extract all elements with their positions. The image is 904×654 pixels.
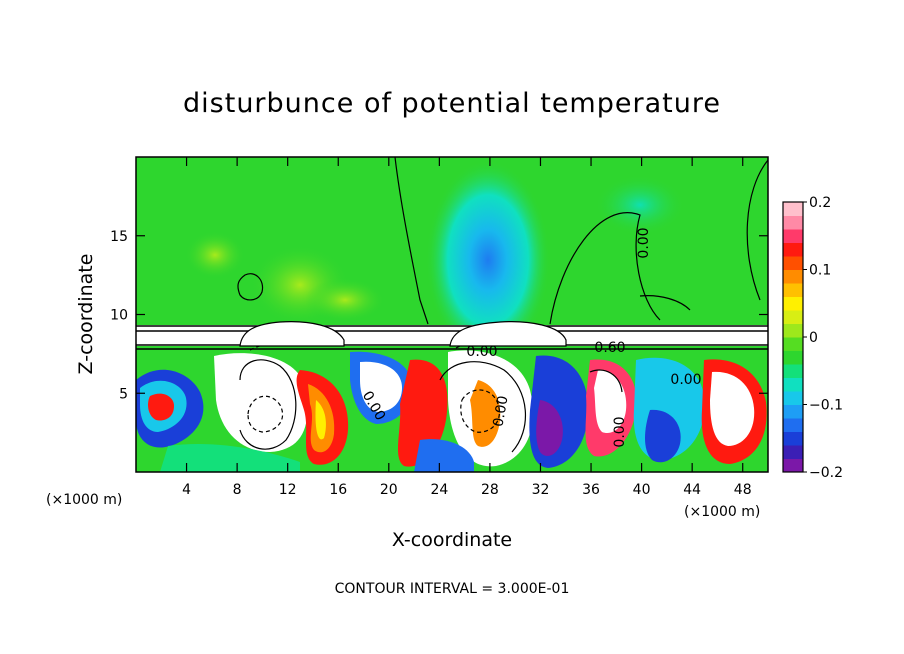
x-tick-label: 44 — [683, 482, 701, 498]
colorbar-segment — [783, 242, 803, 257]
colorbar-segment — [783, 377, 803, 392]
colorbar-segment — [783, 391, 803, 405]
contour-labels: 0.00 0.00 0.60 0.00 0.00 0.00 0.00 — [359, 227, 702, 447]
x-tick-label: 12 — [279, 482, 297, 498]
colorbar-segment — [783, 323, 803, 338]
x-tick-label: 48 — [734, 482, 752, 498]
colorbar-tick-label: −0.2 — [809, 465, 843, 481]
colorbar-segment — [783, 418, 803, 432]
colorbar-segment — [783, 296, 803, 311]
x-tick-label: 8 — [233, 482, 242, 498]
x-tick-label: 24 — [430, 482, 448, 498]
eddy-green-5 — [160, 443, 300, 472]
bulge-left — [239, 321, 345, 347]
contour-zero-left — [394, 157, 429, 325]
contour-label-2: 0.00 — [466, 344, 497, 360]
colorbar-tick-label: −0.1 — [809, 398, 843, 414]
contour-dashed-2 — [460, 389, 500, 433]
y-tick-label: 10 — [110, 308, 128, 324]
upper-warm-anomaly-3 — [185, 231, 245, 279]
upper-turquoise-anomaly — [595, 175, 685, 235]
y-tick-label: 15 — [110, 229, 128, 245]
y-axis-label: Z-coordinate — [75, 254, 97, 375]
x-tick-label: 36 — [582, 482, 600, 498]
x-tick-label: 32 — [532, 482, 550, 498]
contour-zero-far-right — [746, 159, 768, 301]
colorbar-segment — [783, 256, 803, 270]
colorbar-segment — [783, 445, 803, 459]
colorbar-segment — [783, 431, 803, 446]
colorbar-segment — [783, 215, 803, 230]
contour-zero-right — [549, 212, 661, 325]
contour-closed-2 — [639, 295, 691, 311]
plot-area — [136, 157, 768, 472]
eddy-orange-3 — [470, 380, 501, 447]
upper-warm-anomaly-2 — [305, 278, 385, 322]
x-tick-label: 40 — [633, 482, 651, 498]
contour-solid-4 — [439, 361, 527, 453]
colorbar: 0.2 0.1 0 −0.1 −0.2 — [782, 195, 843, 481]
colorbar-segment — [783, 202, 803, 216]
colorbar-segment — [783, 364, 803, 378]
colorbar-tick-label: 0 — [809, 330, 818, 346]
y-tick-label: 5 — [119, 386, 128, 402]
contour-interval-note: CONTOUR INTERVAL = 3.000E-01 — [335, 581, 570, 597]
colorbar-segment — [783, 350, 803, 365]
eddy-purple-3 — [536, 400, 563, 456]
x-axis: 4 8 12 16 20 24 28 32 36 40 44 48 — [182, 157, 752, 498]
contour-closed-1 — [237, 273, 264, 301]
contour-label-1: 0.00 — [636, 227, 652, 258]
chart-title: disturbunce of potential temperature — [183, 88, 721, 119]
colorbar-segment — [783, 310, 803, 324]
eddy-red-1 — [148, 393, 174, 421]
upper-cold-anomaly — [426, 160, 550, 360]
contour-dashed-1 — [247, 395, 284, 433]
colorbar-tick-label: 0.2 — [809, 195, 831, 211]
eddy-white-4 — [594, 370, 627, 434]
contour-solid-5 — [589, 369, 623, 393]
contour-label-4: 0.00 — [670, 372, 701, 388]
x-tick-label: 20 — [380, 482, 398, 498]
eddy-white-2 — [360, 361, 402, 412]
colorbar-segment — [783, 404, 803, 419]
x-tick-label: 4 — [182, 482, 191, 498]
colorbar-tick-label: 0.1 — [809, 263, 831, 279]
x-axis-unit-right: (×1000 m) — [684, 504, 760, 520]
x-axis-label: X-coordinate — [392, 529, 512, 551]
contour-label-6: 0.00 — [490, 395, 511, 428]
colorbar-segment — [783, 283, 803, 297]
colorbar-segment — [783, 229, 803, 243]
contour-label-3: 0.60 — [594, 340, 625, 356]
x-axis-unit-left: (×1000 m) — [46, 492, 122, 508]
eddy-blue-6 — [414, 439, 474, 472]
eddy-white-1 — [214, 353, 308, 452]
eddy-yellow-2 — [315, 400, 326, 440]
x-tick-label: 28 — [481, 482, 499, 498]
bulge-right — [449, 321, 567, 347]
contour-solid-3 — [239, 359, 297, 450]
y-axis: 5 10 15 — [110, 229, 768, 402]
colorbar-segment — [783, 458, 803, 473]
contour-label-7: 0.00 — [612, 416, 628, 447]
colorbar-segment — [783, 337, 803, 351]
eddy-white-5 — [710, 371, 755, 446]
x-tick-label: 16 — [329, 482, 347, 498]
eddy-blue-4 — [645, 409, 681, 463]
colorbar-segment — [783, 269, 803, 284]
mixed-layer-eddies — [136, 350, 767, 472]
